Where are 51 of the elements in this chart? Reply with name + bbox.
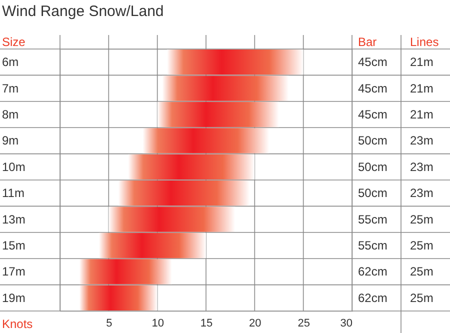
y2-tick-label: 45cm: [358, 108, 388, 122]
bar: [128, 154, 255, 180]
y-tick-label: 17m: [2, 264, 26, 279]
y-tick-label: 13m: [2, 212, 26, 226]
text: 21m: [410, 108, 434, 122]
y2-tick-label: 45cm: [358, 81, 388, 96]
text: 23m: [410, 160, 434, 174]
bar: [142, 128, 270, 154]
bar: [98, 232, 206, 258]
y2-tick-label: 55cm: [358, 238, 388, 252]
x-tick-label: 25: [298, 318, 310, 330]
y2-tick-label: 50cm: [358, 160, 388, 174]
text: Lines: [410, 35, 439, 49]
x-tick-label: 10: [152, 318, 164, 330]
text: 25m: [410, 264, 434, 279]
chart-title: Wind Range Snow/Land: [2, 3, 164, 20]
bar: [118, 180, 250, 206]
y-tick-label: 6m: [2, 55, 19, 70]
x-tick-label: 20: [249, 318, 262, 330]
y-tick-label: 15m: [2, 238, 26, 252]
text: 25m: [410, 290, 434, 305]
text: 25m: [410, 212, 434, 226]
y2-tick-label: 50cm: [358, 186, 388, 200]
y2-tick-label: 50cm: [358, 134, 388, 148]
y-tick-label: 7m: [2, 81, 19, 96]
y-tick-label: 8m: [2, 108, 19, 122]
text: 23m: [410, 186, 434, 200]
y-tick-label: 19m: [2, 290, 26, 305]
y2-tick-label: 45cm: [358, 55, 388, 70]
bar: [108, 206, 236, 232]
y2-tick-label: 62cm: [358, 264, 388, 279]
bar: [162, 76, 289, 101]
y2-tick-label: 62cm: [358, 290, 388, 305]
bar: [157, 102, 279, 128]
x-tick-label: 15: [200, 318, 213, 330]
x-tick-label: 30: [340, 318, 352, 330]
bar: [79, 259, 172, 284]
bar: [167, 50, 304, 75]
y-tick-label: 9m: [2, 134, 19, 148]
y-axis-title: Size: [2, 35, 26, 49]
x-tick-label: 5: [106, 318, 112, 330]
text: 25m: [410, 238, 434, 252]
x-axis-title: Knots: [2, 317, 33, 331]
y-tick-label: 10m: [2, 160, 26, 174]
y2-tick-label: 55cm: [358, 212, 388, 226]
bar: [79, 285, 158, 310]
y-tick-label: 11m: [2, 186, 24, 200]
text: 23m: [410, 134, 434, 148]
text: 21m: [410, 81, 434, 96]
y2-axis-title: Bar: [358, 35, 377, 49]
text: 21m: [410, 55, 434, 70]
